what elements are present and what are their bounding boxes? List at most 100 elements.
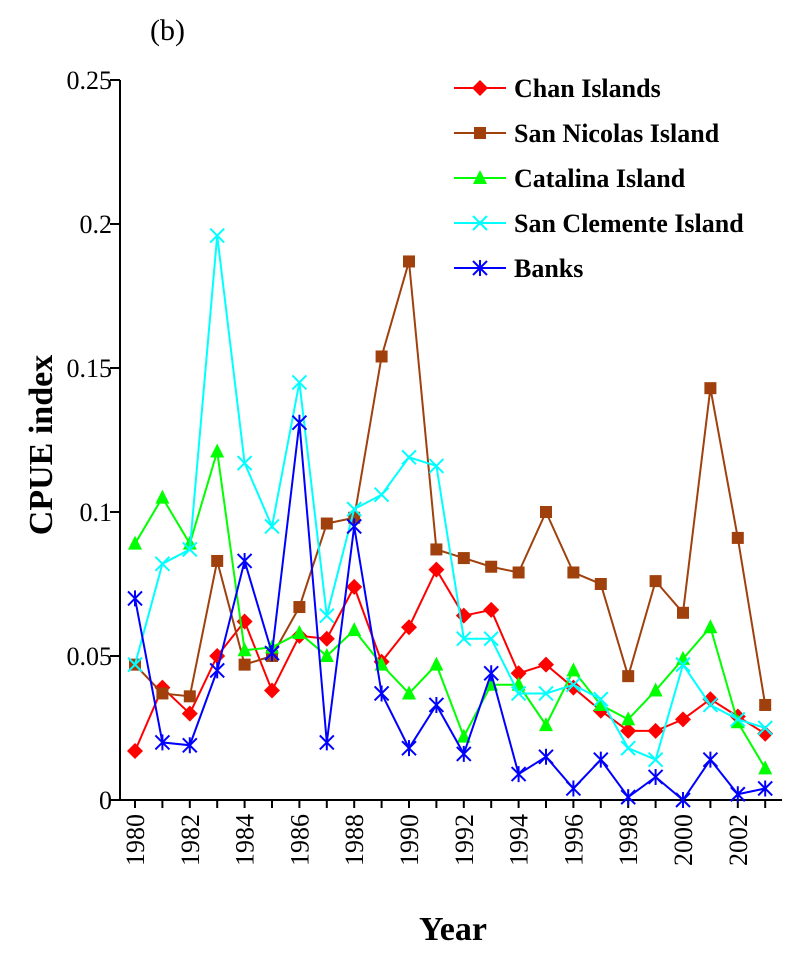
data-point-banks <box>702 751 719 768</box>
data-point-san-nicolas-island <box>375 350 388 363</box>
legend-marker <box>472 80 488 96</box>
data-point-catalina-island <box>539 717 553 732</box>
data-point-catalina-island <box>292 624 307 639</box>
data-point-chan-islands <box>483 601 500 618</box>
data-point-san-clemente-island <box>373 487 390 503</box>
series-banks <box>127 414 773 808</box>
data-point-catalina-island <box>319 648 334 662</box>
x-tick-label: 1994 <box>505 814 534 866</box>
data-point-chan-islands <box>264 682 280 699</box>
x-tick-label: 2000 <box>669 814 698 866</box>
data-point-san-clemente-island <box>456 631 472 647</box>
legend-item-san-nicolas-island: San Nicolas Island <box>454 119 720 148</box>
data-point-san-clemente-island <box>127 656 143 673</box>
data-point-chan-islands <box>647 722 664 739</box>
legend-item-banks: Banks <box>454 254 583 283</box>
data-point-san-nicolas-island <box>238 658 251 671</box>
x-axis-title: Year <box>419 911 487 948</box>
data-point-catalina-island <box>456 728 471 743</box>
x-tick-label: 1988 <box>340 814 369 866</box>
data-point-chan-islands <box>428 561 445 578</box>
data-point-san-nicolas-island <box>540 506 552 518</box>
data-point-san-nicolas-island <box>403 255 415 268</box>
data-point-banks <box>730 786 746 803</box>
data-point-san-clemente-island <box>647 751 664 768</box>
data-point-san-nicolas-island <box>512 566 525 579</box>
data-point-chan-islands <box>538 656 554 673</box>
data-point-san-nicolas-island <box>567 566 580 579</box>
legend-label: San Clemente Island <box>514 209 744 238</box>
y-tick-label: 0.15 <box>67 354 113 383</box>
series-layer <box>127 227 774 808</box>
data-point-banks <box>373 685 390 702</box>
data-point-chan-islands <box>702 691 719 708</box>
legend-marker <box>472 215 488 231</box>
series-line-chan-islands <box>134 567 766 752</box>
data-point-banks <box>209 662 225 679</box>
data-point-san-nicolas-island <box>430 543 443 556</box>
data-point-catalina-island <box>347 622 362 637</box>
legend-label: Chan Islands <box>514 74 661 103</box>
x-tick-label: 2002 <box>724 814 753 866</box>
data-point-san-clemente-island <box>346 501 362 517</box>
data-point-banks <box>483 665 499 682</box>
series-catalina-island <box>128 443 773 775</box>
data-point-banks <box>647 768 664 785</box>
data-point-banks <box>264 645 280 662</box>
data-point-san-nicolas-island <box>183 690 196 703</box>
data-point-san-clemente-island <box>510 685 527 702</box>
x-tick-label: 1998 <box>614 814 643 866</box>
data-point-chan-islands <box>620 722 637 739</box>
legend: Chan Islands San Nicolas Island Catalina I… <box>454 74 744 283</box>
legend-item-chan-islands: Chan Islands <box>454 74 661 103</box>
data-point-san-clemente-island <box>483 631 499 647</box>
data-point-san-nicolas-island <box>457 552 470 565</box>
data-point-san-clemente-island <box>428 458 445 474</box>
x-axis: 1980 1982 1984 1986 1988 1990 1992 1994 1996 1998… <box>120 799 782 866</box>
data-point-san-nicolas-island <box>594 578 607 590</box>
data-point-catalina-island <box>730 714 745 729</box>
x-tick-label: 1984 <box>231 814 260 866</box>
legend-marker <box>472 260 488 276</box>
data-point-san-clemente-island <box>593 691 609 707</box>
x-tick-label: 1980 <box>121 814 150 866</box>
series-line-san-clemente-island <box>134 235 766 762</box>
panel-label: (b) <box>150 14 185 47</box>
data-point-banks <box>538 748 554 765</box>
y-tick-label: 0.05 <box>67 642 113 671</box>
data-point-san-clemente-island <box>730 711 746 728</box>
data-point-chan-islands <box>127 743 143 760</box>
data-point-san-nicolas-island <box>649 575 662 588</box>
data-point-chan-islands <box>455 607 472 624</box>
legend-marker <box>473 170 487 184</box>
data-point-banks <box>346 518 362 535</box>
data-point-banks <box>127 590 143 607</box>
data-point-chan-islands <box>565 679 582 696</box>
data-point-san-clemente-island <box>565 677 582 693</box>
data-point-chan-islands <box>675 711 691 728</box>
data-point-banks <box>319 734 335 751</box>
data-point-san-clemente-island <box>319 607 335 624</box>
data-point-san-nicolas-island <box>320 517 333 530</box>
data-point-catalina-island <box>758 760 773 775</box>
x-tick-label: 1992 <box>450 814 479 866</box>
legend-marker <box>474 127 486 139</box>
data-point-san-clemente-island <box>401 449 417 465</box>
y-tick-label: 0.25 <box>67 66 113 95</box>
data-point-catalina-island <box>402 685 416 700</box>
data-point-san-clemente-island <box>236 455 253 471</box>
data-point-banks <box>565 780 582 797</box>
data-point-san-clemente-island <box>264 518 280 535</box>
data-point-san-clemente-island <box>209 227 225 244</box>
x-tick-label: 1986 <box>285 814 314 866</box>
data-point-banks <box>620 789 636 806</box>
legend-item-catalina-island: Catalina Island <box>454 164 686 193</box>
data-point-san-clemente-island <box>538 685 554 702</box>
data-point-catalina-island <box>155 489 170 504</box>
y-tick-label: 0.1 <box>80 498 113 527</box>
data-point-san-clemente-island <box>291 374 308 391</box>
data-point-catalina-island <box>237 642 252 657</box>
x-tick-label: 1982 <box>176 814 205 866</box>
data-point-banks <box>401 740 417 757</box>
